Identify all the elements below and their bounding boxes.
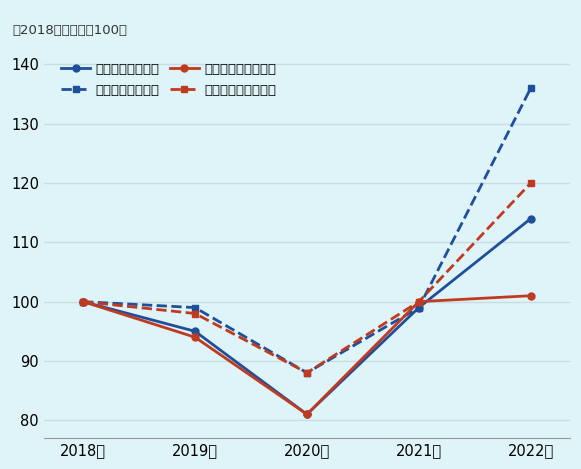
- 輸入（ドルベース）: [527, 180, 534, 186]
- 輸入（円ベース）: [80, 299, 87, 304]
- 輸出（ドルベース）: [303, 411, 310, 417]
- Line: 輸入（ドルベース）: 輸入（ドルベース）: [80, 180, 534, 376]
- 輸入（円ベース）: [303, 370, 310, 376]
- 輸入（円ベース）: [527, 85, 534, 91]
- Text: （2018年上半期＝100）: （2018年上半期＝100）: [12, 24, 127, 37]
- 輸出（円ベース）: [80, 299, 87, 304]
- 輸出（ドルベース）: [192, 334, 199, 340]
- 輸出（ドルベース）: [80, 299, 87, 304]
- 輸入（ドルベース）: [80, 299, 87, 304]
- 輸出（円ベース）: [415, 305, 422, 310]
- 輸入（円ベース）: [192, 305, 199, 310]
- 輸出（ドルベース）: [415, 299, 422, 304]
- 輸出（円ベース）: [303, 411, 310, 417]
- 輸入（ドルベース）: [415, 299, 422, 304]
- 輸出（ドルベース）: [527, 293, 534, 299]
- Legend: 輸出（円ベース）, 輸入（円ベース）, 輸出（ドルベース）, 輸入（ドルベース）: 輸出（円ベース）, 輸入（円ベース）, 輸出（ドルベース）, 輸入（ドルベース）: [61, 63, 276, 97]
- 輸入（ドルベース）: [192, 310, 199, 316]
- Line: 輸出（ドルベース）: 輸出（ドルベース）: [80, 292, 534, 418]
- Line: 輸入（円ベース）: 輸入（円ベース）: [80, 85, 534, 376]
- 輸出（円ベース）: [527, 216, 534, 221]
- 輸入（ドルベース）: [303, 370, 310, 376]
- 輸入（円ベース）: [415, 305, 422, 310]
- Line: 輸出（円ベース）: 輸出（円ベース）: [80, 215, 534, 418]
- 輸出（円ベース）: [192, 328, 199, 334]
